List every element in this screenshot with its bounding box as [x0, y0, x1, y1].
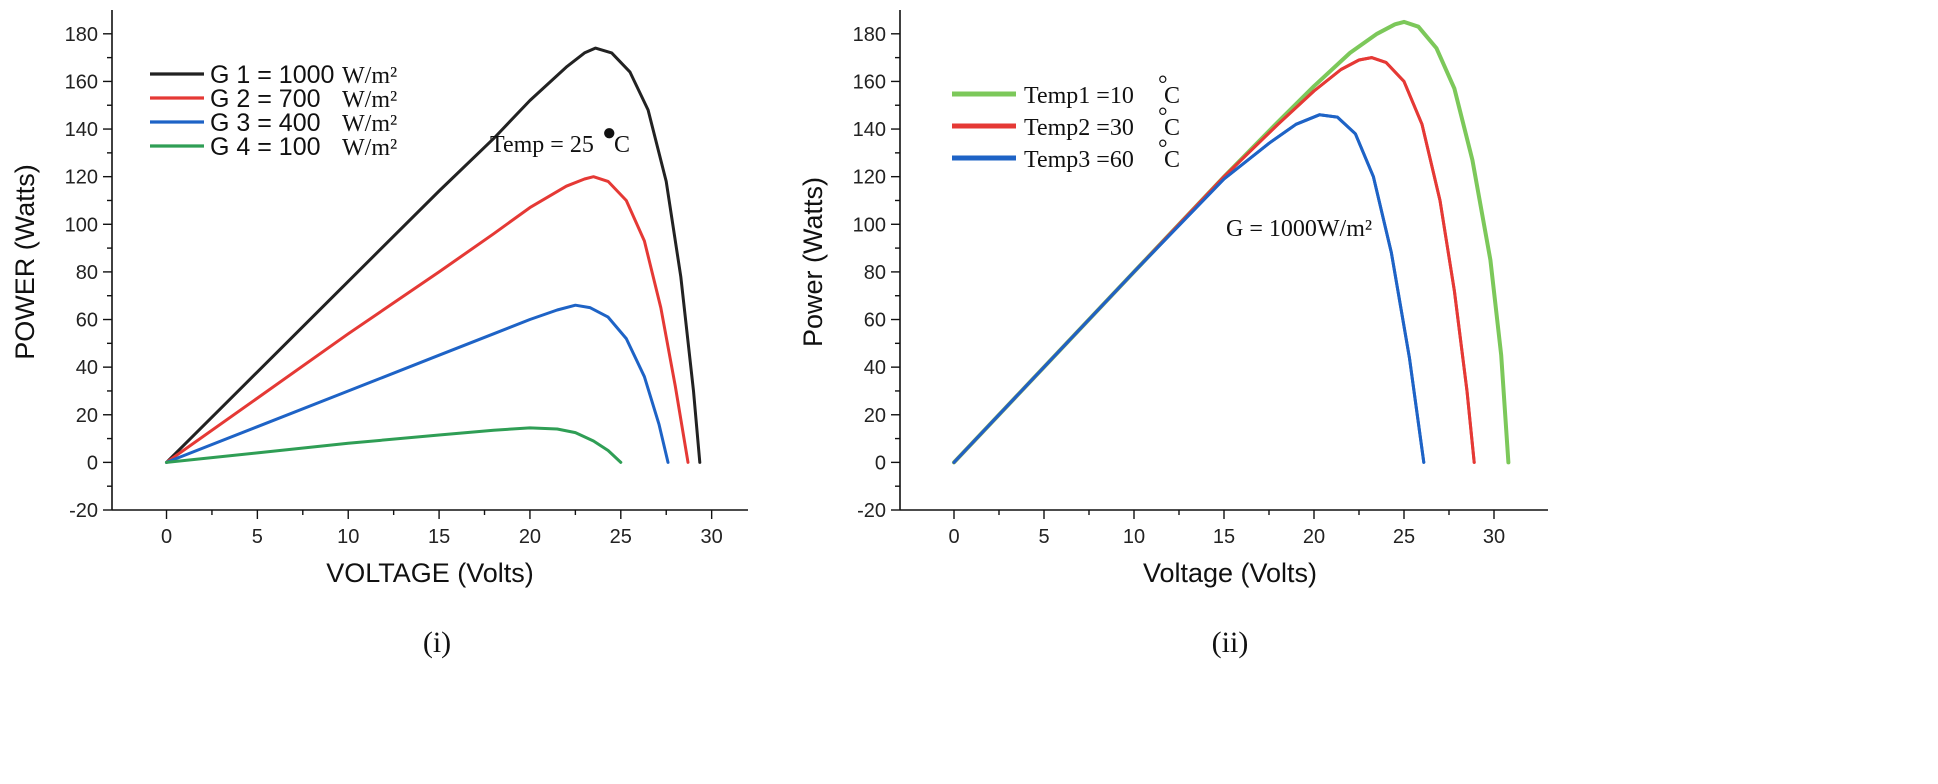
x-tick-label: 25: [1393, 526, 1415, 548]
x-tick-label: 10: [337, 526, 359, 548]
series-line: [165, 426, 623, 464]
y-tick-label: 40: [864, 357, 886, 379]
x-tick-label: 10: [1123, 526, 1145, 548]
y-axis-title: POWER (Watts): [10, 164, 40, 360]
degree-mark: °: [1158, 136, 1168, 162]
y-tick-label: 80: [864, 262, 886, 284]
y-tick-label: 160: [65, 71, 98, 93]
degree-dot: ●: [602, 120, 617, 146]
legend-unit: W/m²: [342, 135, 397, 161]
x-tick-label: 20: [519, 526, 541, 548]
x-axis-title: Voltage (Volts): [1143, 558, 1317, 588]
x-tick-label: 0: [948, 526, 959, 548]
legend-unit: W/m²: [342, 111, 397, 137]
temperature-unit: C: [614, 132, 630, 158]
x-tick-label: 20: [1303, 526, 1325, 548]
y-tick-label: -20: [69, 500, 98, 522]
y-tick-label: 20: [864, 405, 886, 427]
degree-mark: °: [1158, 104, 1168, 130]
legend-label: G 2 = 700: [210, 85, 321, 113]
x-tick-label: 30: [701, 526, 723, 548]
y-tick-label: 100: [65, 214, 98, 236]
x-tick-label: 0: [161, 526, 172, 548]
series-line-overlay: [952, 113, 1426, 464]
y-tick-label: 0: [87, 452, 98, 474]
figure-caption: (ii): [1212, 626, 1249, 659]
x-tick-label: 5: [1038, 526, 1049, 548]
y-tick-label: 140: [65, 119, 98, 141]
y-tick-label: 100: [853, 214, 886, 236]
y-tick-label: 180: [65, 24, 98, 46]
x-tick-label: 15: [428, 526, 450, 548]
y-tick-label: 120: [65, 167, 98, 189]
legend-unit: W/m²: [342, 63, 397, 89]
y-tick-label: 120: [853, 167, 886, 189]
figure-caption: (i): [423, 626, 451, 659]
series-line: [165, 46, 702, 464]
temperature-annotation: Temp = 25: [490, 132, 594, 158]
legend-label: Temp3 =60: [1024, 147, 1134, 173]
legend-unit: C: [1164, 83, 1180, 109]
legend-label: Temp2 =30: [1024, 115, 1134, 141]
chart-i: 0 5 10 15 20 25 30 -20 0 20 40 60 80 100 120 140 160 180 V…: [10, 10, 748, 659]
legend-unit: C: [1164, 147, 1180, 173]
chart-ii: 0 5 10 15 20 25 30 -20 0 20 40 60 80 100 120 140 160 180 V…: [798, 10, 1548, 659]
x-tick-label: 25: [610, 526, 632, 548]
y-tick-label: -20: [857, 500, 886, 522]
series-line: [165, 303, 670, 464]
x-axis-title: VOLTAGE (Volts): [326, 558, 534, 588]
x-tick-label: 5: [252, 526, 263, 548]
y-tick-label: 180: [853, 24, 886, 46]
legend-label: G 3 = 400: [210, 109, 321, 137]
series-line: [165, 175, 690, 464]
y-tick-label: 140: [853, 119, 886, 141]
legend-unit: C: [1164, 115, 1180, 141]
legend: G 1 = 1000 W/m² G 2 = 700 W/m² G 3 = 400 W/m²…: [150, 61, 397, 161]
irradiance-annotation: G = 1000W/m²: [1226, 216, 1372, 242]
legend-label: Temp1 =10: [1024, 83, 1134, 109]
y-tick-label: 20: [76, 405, 98, 427]
x-tick-label: 15: [1213, 526, 1235, 548]
y-tick-label: 60: [864, 310, 886, 332]
x-tick-label: 30: [1483, 526, 1505, 548]
legend-unit: W/m²: [342, 87, 397, 113]
legend-label: G 4 = 100: [210, 133, 321, 161]
y-tick-label: 80: [76, 262, 98, 284]
y-tick-label: 0: [875, 452, 886, 474]
y-tick-label: 40: [76, 357, 98, 379]
legend-label: G 1 = 1000: [210, 61, 334, 89]
y-tick-label: 160: [853, 71, 886, 93]
y-tick-label: 60: [76, 310, 98, 332]
y-axis-title: Power (Watts): [798, 177, 828, 347]
degree-mark: °: [1158, 72, 1168, 98]
